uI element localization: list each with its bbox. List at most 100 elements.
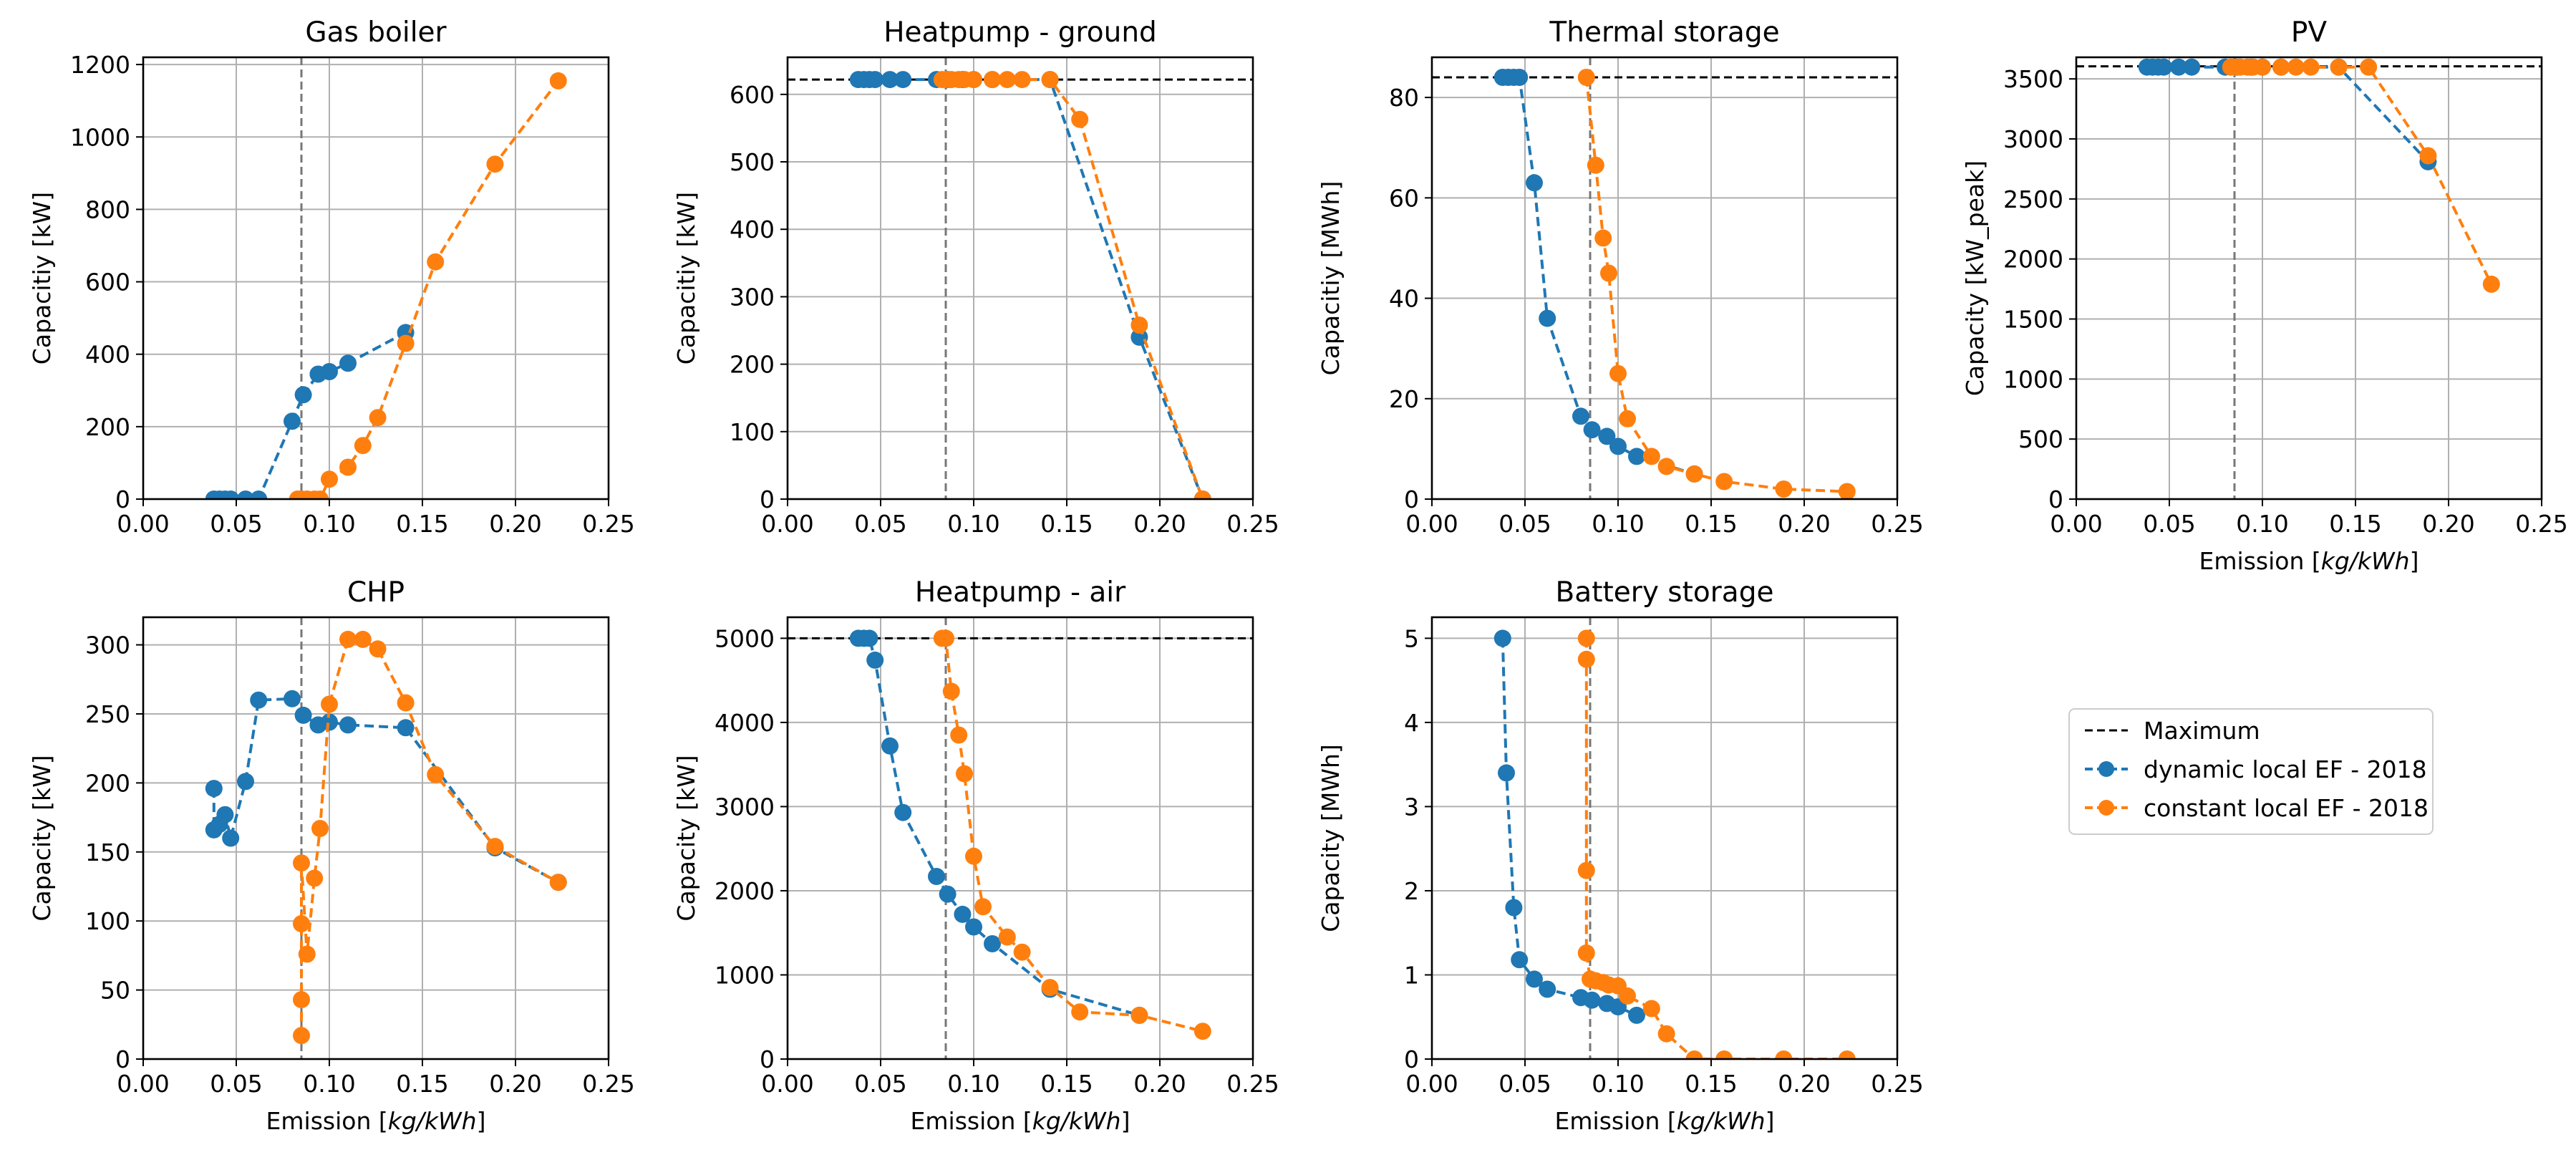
data-point-constant [1838,1050,1856,1059]
data-point-dynamic [1505,899,1523,917]
y-tick-label: 60 [1389,184,1419,212]
data-point-constant [1577,650,1595,668]
data-point-constant [427,765,445,783]
data-point-dynamic [1526,174,1543,192]
y-axis-label: Capacity [kW] [672,755,700,921]
data-point-dynamic [222,490,240,499]
y-tick-label: 600 [85,269,130,296]
y-tick-label: 1000 [715,961,775,989]
data-point-dynamic [1498,764,1515,782]
data-point-constant [1715,473,1733,490]
x-tick-label: 0.15 [2329,510,2381,538]
data-point-dynamic [1539,309,1556,327]
data-point-constant [1685,465,1703,483]
y-tick-label: 250 [85,700,130,728]
x-tick-label: 0.20 [489,1070,541,1098]
data-point-dynamic [250,691,268,709]
data-point-constant [1577,944,1595,962]
data-point-dynamic [866,71,884,89]
data-point-constant [298,945,316,963]
data-point-constant [1657,1025,1675,1043]
x-axis-label: Emission [kg/kWh] [266,1107,486,1135]
data-point-constant [369,409,387,427]
axes-frame [1430,56,1899,501]
y-tick-label: 100 [730,418,775,446]
data-point-dynamic [1598,427,1616,445]
y-axis-label: Capacitiy [MWh] [1317,181,1345,376]
data-point-constant [311,490,329,499]
data-point-dynamic [1628,1006,1645,1024]
y-tick-label: 1500 [2003,306,2063,334]
data-point-constant [1577,861,1595,879]
series-line-dynamic [858,78,1204,499]
data-point-constant [1577,69,1595,86]
data-point-dynamic [222,829,240,847]
y-tick-label: 0 [115,485,130,513]
x-tick-label: 0.15 [1685,510,1737,538]
y-tick-label: 0 [2048,485,2063,513]
y-tick-label: 150 [85,839,130,866]
data-point-constant [984,71,1001,89]
data-point-constant [549,72,567,90]
legend-label-constant: constant local EF - 2018 [2144,794,2429,822]
axes-frame [786,56,1254,501]
legend-frame [2068,708,2434,835]
legend: Maximum dynamic local EF - 2018 constant… [2068,708,2434,835]
data-point-constant [1775,480,1793,498]
subplot-title: Heatpump - ground [883,16,1157,49]
data-point-constant [397,694,415,712]
data-point-dynamic [1526,970,1543,988]
data-point-constant [1609,364,1627,382]
data-point-constant [1685,1050,1703,1059]
data-point-constant [321,470,338,488]
data-point-constant [1071,1003,1089,1021]
data-point-constant [1619,410,1636,427]
x-tick-label: 0.20 [1133,1070,1186,1098]
x-tick-label: 0.15 [396,510,448,538]
subplot-battery-storage: 0.00 0.05 0.10 0.15 0.20 0.25 0 1 2 3 4 5 Battery st… [1317,576,1924,1135]
x-axis-label: Emission [kg/kWh] [1555,1107,1775,1135]
y-tick-label: 4 [1404,709,1419,737]
y-axis-label: Capacity [kW] [28,755,56,921]
y-tick-label: 0 [1404,485,1419,513]
data-point-constant [1775,1050,1793,1059]
data-point-dynamic [2155,58,2173,76]
data-point-constant [293,854,310,872]
y-tick-label: 200 [730,351,775,379]
series-group [205,630,567,1045]
data-point-constant [1642,448,1660,465]
data-point-constant [2254,58,2271,76]
data-point-dynamic [928,868,945,885]
data-point-dynamic [894,71,912,89]
subplot-title: Gas boiler [305,16,447,49]
legend-entry-constant: constant local EF - 2018 [2085,794,2429,822]
data-point-constant [1013,71,1031,89]
axes-frame [2075,56,2543,501]
y-tick-label: 3500 [2003,65,2063,93]
axes-frame [786,616,1254,1060]
y-axis-label: Capacitiy [kW] [672,192,700,364]
y-tick-label: 400 [730,216,775,243]
data-point-constant [2360,58,2378,76]
data-point-dynamic [1609,438,1627,455]
y-tick-label: 1000 [2003,365,2063,393]
y-tick-label: 3 [1404,793,1419,821]
x-tick-label: 0.25 [1871,510,1923,538]
y-tick-label: 5000 [715,624,775,652]
y-tick-label: 0 [115,1045,130,1073]
x-tick-label: 0.10 [1592,1070,1644,1098]
series-line-dynamic [2146,65,2429,163]
data-point-constant [486,155,504,173]
subplot-pv: 0.00 0.05 0.10 0.15 0.20 0.25 0 500 1000 1500 2000… [1961,16,2568,575]
y-tick-label: 4000 [715,709,775,737]
x-tick-label: 0.00 [761,1070,813,1098]
legend-entry-dynamic: dynamic local EF - 2018 [2085,755,2427,783]
data-point-dynamic [1493,629,1511,647]
data-point-constant [427,253,445,271]
y-tick-label: 0 [760,1045,775,1073]
y-tick-label: 2500 [2003,185,2063,213]
data-point-dynamic [984,935,1001,952]
y-tick-label: 500 [730,148,775,176]
x-tick-label: 0.05 [1498,510,1551,538]
